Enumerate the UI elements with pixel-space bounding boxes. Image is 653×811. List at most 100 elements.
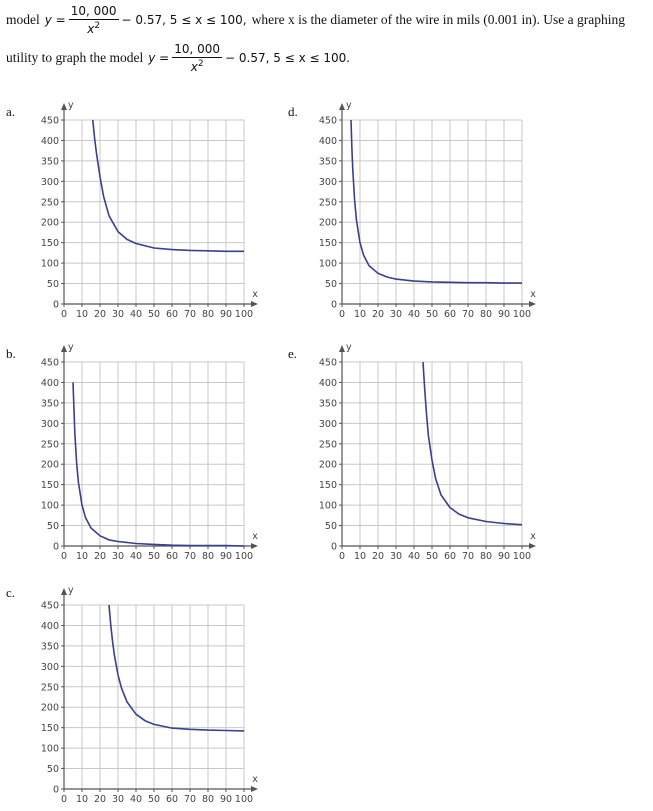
line2-denominator-exp: 2: [197, 59, 204, 69]
line1-tail: − 0.57, 5 ≤ x ≤ 100,: [121, 13, 247, 27]
y-tick-label: 350: [41, 156, 59, 167]
y-tick-label: 250: [41, 682, 59, 693]
y-tick-label: 250: [319, 439, 337, 450]
y-axis-label: y: [68, 100, 74, 111]
x-tick-label: 70: [184, 794, 196, 805]
x-tick-label: 30: [390, 309, 402, 320]
x-tick-label: 20: [94, 551, 106, 562]
x-tick-label: 100: [513, 551, 531, 562]
y-tick-label: 50: [47, 521, 59, 532]
x-tick-label: 80: [202, 794, 214, 805]
x-tick-label: 20: [372, 309, 384, 320]
y-tick-label: 0: [331, 300, 337, 311]
y-tick-label: 450: [41, 601, 59, 612]
y-tick-label: 100: [41, 259, 59, 270]
x-tick-label: 60: [166, 551, 178, 562]
option-label-e: e.: [288, 346, 298, 361]
y-tick-label: 400: [41, 378, 59, 389]
x-tick-label: 10: [354, 551, 366, 562]
line2-y-eq: y =: [148, 51, 170, 65]
x-tick-label: 90: [220, 309, 232, 320]
x-tick-label: 40: [130, 794, 142, 805]
x-tick-label: 90: [498, 309, 510, 320]
x-tick-label: 50: [148, 794, 160, 805]
y-tick-label: 400: [319, 136, 337, 147]
y-tick-label: 150: [319, 480, 337, 491]
y-axis-label: y: [346, 342, 352, 353]
problem-line-1: model y = 10, 000 x2 − 0.57, 5 ≤ x ≤ 100…: [6, 4, 625, 36]
x-tick-label: 40: [130, 309, 142, 320]
x-tick-label: 50: [148, 551, 160, 562]
x-tick-label: 30: [112, 551, 124, 562]
option-label-a: a.: [6, 104, 16, 119]
y-tick-label: 50: [47, 279, 59, 290]
x-tick-label: 0: [339, 551, 345, 562]
x-axis-arrow: [529, 543, 536, 549]
x-axis-arrow: [251, 786, 258, 792]
chart-a: 0 10 20 30 40 50 60 70 80 90 100050100150200250300…: [41, 100, 258, 320]
y-tick-label: 350: [319, 398, 337, 409]
y-tick-label: 100: [319, 501, 337, 512]
y-tick-label: 0: [53, 300, 59, 311]
x-tick-label: 10: [76, 794, 88, 805]
y-tick-label: 450: [41, 116, 59, 127]
x-tick-label: 10: [354, 309, 366, 320]
x-tick-label: 70: [462, 551, 474, 562]
y-axis-arrow: [339, 103, 345, 110]
y-tick-label: 300: [41, 419, 59, 430]
x-tick-label: 90: [498, 551, 510, 562]
y-tick-label: 200: [41, 218, 59, 229]
y-tick-label: 150: [41, 480, 59, 491]
series-line: [350, 119, 522, 284]
chart-d: 0 10 20 30 40 50 60 70 80 90 100050100150200250300…: [319, 100, 536, 320]
y-tick-label: 200: [41, 460, 59, 471]
y-tick-label: 100: [41, 501, 59, 512]
y-tick-label: 300: [319, 177, 337, 188]
chart-e: 0 10 20 30 40 50 60 70 80 90 100050100150200250300…: [319, 342, 536, 562]
y-tick-label: 350: [41, 641, 59, 652]
chart-b: 0 10 20 30 40 50 60 70 80 90 100050100150200250300…: [41, 342, 258, 562]
x-axis-label: x: [252, 774, 258, 785]
x-tick-label: 80: [480, 309, 492, 320]
y-axis-label: y: [68, 585, 74, 596]
line1-numerator: 10, 000: [68, 4, 119, 20]
x-tick-label: 60: [444, 309, 456, 320]
x-tick-label: 70: [184, 309, 196, 320]
line2-tail: − 0.57, 5 ≤ x ≤ 100.: [225, 51, 351, 65]
option-label-d: d.: [288, 104, 298, 119]
x-axis-arrow: [529, 301, 536, 307]
y-tick-label: 200: [319, 218, 337, 229]
option-label-c: c.: [6, 585, 16, 600]
y-axis-arrow: [61, 588, 67, 595]
x-tick-label: 20: [94, 309, 106, 320]
y-tick-label: 400: [41, 621, 59, 632]
x-tick-label: 90: [220, 794, 232, 805]
x-axis-label: x: [530, 531, 536, 542]
x-tick-label: 0: [61, 309, 67, 320]
y-axis-arrow: [61, 345, 67, 352]
x-tick-label: 90: [220, 551, 232, 562]
x-tick-label: 100: [513, 309, 531, 320]
y-tick-label: 50: [325, 521, 337, 532]
option-label-b: b.: [6, 346, 16, 361]
series-line: [422, 361, 523, 526]
x-tick-label: 60: [166, 794, 178, 805]
x-tick-label: 10: [76, 309, 88, 320]
y-axis-label: y: [346, 100, 352, 111]
line1-text: where x is the diameter of the wire in m…: [251, 12, 625, 27]
x-tick-label: 60: [166, 309, 178, 320]
x-tick-label: 50: [426, 309, 438, 320]
x-tick-label: 70: [184, 551, 196, 562]
x-tick-label: 80: [480, 551, 492, 562]
x-tick-label: 80: [202, 309, 214, 320]
y-tick-label: 300: [319, 419, 337, 430]
line1-y-eq: y =: [44, 13, 66, 27]
x-tick-label: 30: [390, 551, 402, 562]
x-tick-label: 0: [339, 309, 345, 320]
y-axis-arrow: [61, 103, 67, 110]
y-tick-label: 300: [41, 177, 59, 188]
x-axis-arrow: [251, 543, 258, 549]
x-tick-label: 20: [94, 794, 106, 805]
series-line: [108, 604, 245, 732]
line2-fraction: 10, 000 x2: [172, 42, 223, 74]
